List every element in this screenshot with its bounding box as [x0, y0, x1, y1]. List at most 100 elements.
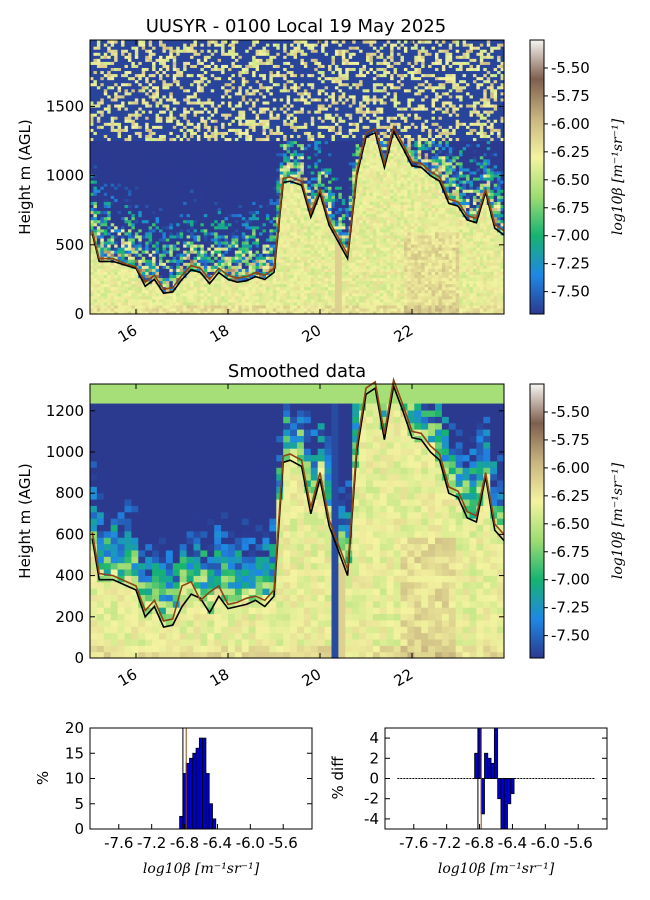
heatmap-cell [148, 76, 153, 81]
heatmap-cell [159, 274, 164, 279]
heatmap-cell [196, 131, 201, 135]
heatmap-cell [190, 131, 195, 135]
heatmap-cell [100, 307, 105, 312]
heatmap-cell [131, 140, 136, 145]
heatmap-cell [200, 301, 205, 306]
heatmap-cell [127, 237, 132, 242]
heatmap-cell [190, 265, 195, 269]
heatmap-cell [138, 82, 143, 87]
heatmap-cell [145, 222, 150, 227]
heatmap-cell [124, 76, 129, 81]
heatmap-cell [155, 149, 160, 154]
heatmap-cell [131, 262, 136, 266]
heatmap-cell [107, 183, 112, 187]
heatmap-cell [200, 280, 205, 285]
heatmap-cell [165, 116, 170, 120]
heatmap-cell [193, 192, 198, 196]
heatmap-cell [155, 210, 160, 215]
heatmap-cell [145, 240, 150, 245]
heatmap-cell [176, 125, 181, 129]
heatmap-cell [100, 58, 105, 62]
heatmap-cell [145, 243, 150, 248]
heatmap-cell [93, 216, 98, 221]
heatmap-cell [124, 140, 129, 145]
heatmap-cell [141, 219, 146, 224]
heatmap-cell [90, 198, 95, 202]
heatmap-cell [155, 85, 160, 90]
heatmap-cell [200, 271, 205, 276]
heatmap-cell [193, 310, 198, 315]
heatmap-cell [183, 131, 188, 135]
heatmap-cell [114, 216, 119, 221]
heatmap-cell [124, 198, 129, 202]
heatmap-cell [131, 240, 136, 245]
heatmap-cell [217, 40, 222, 44]
heatmap-cell [107, 301, 112, 306]
heatmap-cell [159, 183, 164, 187]
heatmap-cell [93, 52, 98, 56]
heatmap-cell [145, 204, 150, 209]
heatmap-cell [148, 231, 153, 236]
heatmap-cell [155, 40, 160, 44]
heatmap-cell [152, 195, 157, 199]
heatmap-cell [179, 225, 184, 230]
heatmap-cell [145, 46, 150, 50]
heatmap-cell [90, 186, 95, 190]
heatmap-cell [193, 173, 198, 178]
heatmap-cell [179, 262, 184, 266]
heatmap-cell [110, 204, 115, 209]
heatmap-cell [100, 79, 105, 84]
heatmap-cell [159, 91, 164, 96]
heatmap-cell [152, 170, 157, 175]
heatmap-cell [193, 304, 198, 309]
heatmap-cell [134, 274, 139, 279]
heatmap-cell [145, 103, 150, 108]
heatmap-cell [159, 301, 164, 306]
heatmap-cell [165, 247, 170, 251]
heatmap-cell [103, 49, 108, 53]
heatmap-cell [165, 216, 170, 221]
heatmap-cell [148, 43, 153, 47]
heatmap-cell [117, 301, 122, 306]
heatmap-cell [165, 253, 170, 257]
heatmap-cell [124, 146, 129, 151]
heatmap-cell [186, 161, 191, 166]
heatmap-cell [114, 225, 119, 230]
heatmap-cell [183, 155, 188, 160]
heatmap-cell [248, 40, 253, 44]
heatmap-cell [145, 186, 150, 190]
heatmap-cell [121, 122, 126, 126]
heatmap-cell [134, 116, 139, 120]
heatmap-cell [127, 310, 132, 315]
heatmap-cell [165, 164, 170, 169]
heatmap-cell [124, 286, 129, 291]
heatmap-cell [134, 298, 139, 303]
heatmap-cell [200, 177, 205, 181]
heatmap-cell [121, 125, 126, 129]
heatmap-cell [107, 231, 112, 236]
heatmap-cell [127, 100, 132, 105]
heatmap-cell [141, 195, 146, 199]
heatmap-cell [148, 173, 153, 178]
heatmap-cell [103, 103, 108, 108]
heatmap-cell [152, 307, 157, 312]
heatmap-cell [114, 213, 119, 218]
heatmap-cell [193, 88, 198, 93]
heatmap-cell [103, 204, 108, 209]
heatmap-cell [93, 177, 98, 181]
heatmap-cell [110, 265, 115, 269]
heatmap-cell [117, 298, 122, 303]
heatmap-cell [196, 186, 201, 190]
heatmap-cell [183, 210, 188, 215]
heatmap-cell [103, 164, 108, 169]
heatmap-cell [134, 137, 139, 142]
heatmap-cell [172, 265, 177, 269]
heatmap-cell [200, 259, 205, 263]
heatmap-cell [117, 253, 122, 257]
heatmap-cell [193, 195, 198, 199]
heatmap-cell [152, 183, 157, 187]
heatmap-cell [103, 234, 108, 239]
heatmap-cell [131, 234, 136, 239]
heatmap-cell [183, 40, 188, 44]
heatmap-cell [103, 177, 108, 181]
